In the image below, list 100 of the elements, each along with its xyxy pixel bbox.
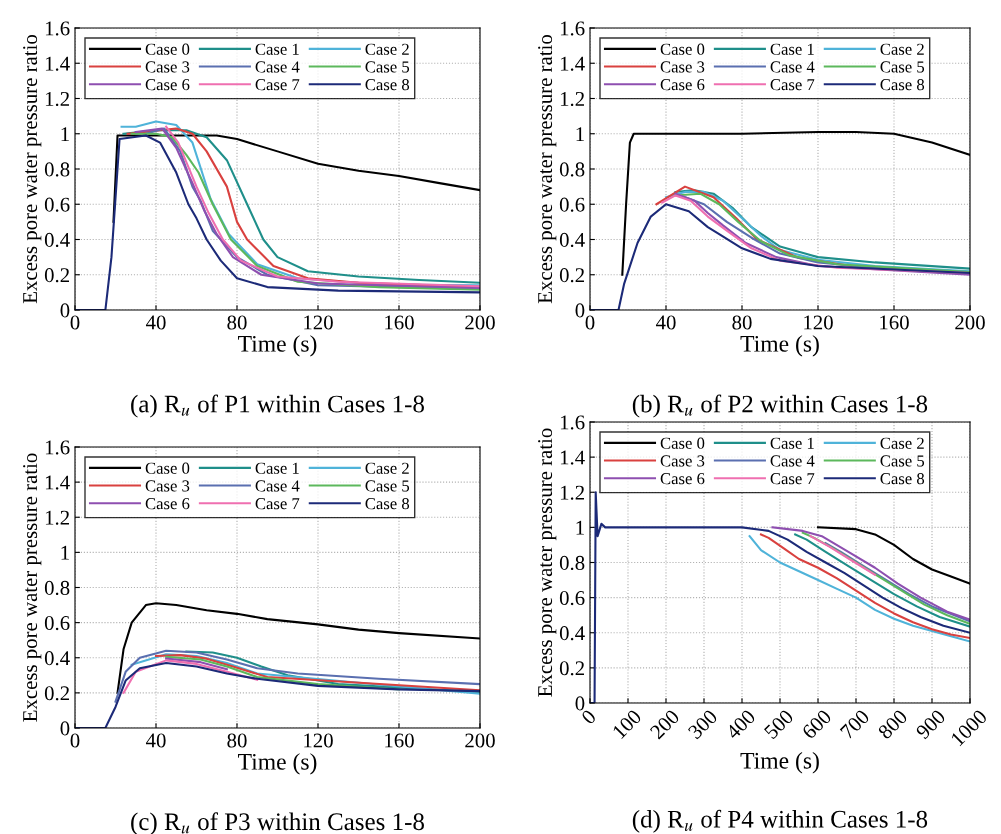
x-axis-title: Time (s) (740, 335, 819, 357)
legend-label: Case 2 (365, 43, 409, 55)
y-tick-label: 1.2 (560, 91, 584, 107)
legend-label: Case 6 (145, 498, 190, 510)
x-axis-title: Time (s) (238, 753, 317, 775)
y-tick-label: 0.6 (44, 616, 70, 631)
y-tick-label: 0.4 (559, 626, 585, 641)
legend-label: Case 5 (365, 61, 410, 73)
y-tick-label: 0.8 (44, 162, 70, 177)
x-tick-label: 120 (804, 315, 833, 330)
y-tick-label: 1.2 (560, 485, 584, 500)
legend-label: Case 4 (255, 61, 300, 73)
legend-label: Case 0 (145, 462, 190, 474)
x-tick-label: 200 (465, 315, 495, 330)
y-tick-label: 1.6 (45, 440, 70, 455)
y-tick-label: 0.4 (44, 232, 70, 248)
y-tick-label: 0.6 (559, 197, 585, 212)
legend-label: Case 5 (880, 61, 925, 73)
y-tick-label: 1.6 (560, 21, 585, 36)
legend-label: Case 1 (770, 437, 814, 449)
y-axis-title: Excess pore water pressure ratio (538, 428, 557, 697)
legend-label: Case 2 (880, 437, 924, 449)
y-tick-label: 0.2 (44, 686, 69, 701)
y-tick-label: 0.2 (559, 268, 584, 283)
legend-label: Case 8 (365, 79, 410, 91)
x-tick-label: 40 (145, 315, 166, 330)
y-tick-label: 0.2 (559, 661, 584, 676)
x-tick-label: 500 (763, 708, 795, 740)
legend-label: Case 3 (660, 455, 705, 467)
y-tick-label: 1 (576, 127, 584, 141)
legend-label: Case 2 (880, 43, 924, 55)
y-tick-label: 0 (575, 303, 585, 318)
legend-label: Case 4 (770, 455, 815, 467)
y-tick-label: 0.6 (44, 197, 70, 212)
legend-label: Case 1 (255, 462, 299, 474)
y-tick-label: 1 (576, 520, 584, 535)
legend-label: Case 3 (145, 480, 190, 492)
y-tick-label: 1.4 (560, 450, 585, 465)
x-tick-label: 120 (304, 315, 333, 330)
legend-label: Case 1 (770, 43, 814, 55)
y-axis-title: Excess pore water pressure ratio (23, 453, 42, 722)
x-tick-label: 160 (385, 733, 414, 748)
x-axis-title: Time (s) (740, 752, 819, 774)
line-series (154, 654, 480, 692)
y-tick-label: 0.8 (44, 580, 70, 596)
line-series (122, 659, 259, 694)
legend-label: Case 1 (255, 43, 299, 55)
y-axis-title: Excess pore water pressure ratio (538, 35, 557, 304)
legend-label: Case 5 (365, 480, 410, 492)
legend-label: Case 8 (880, 79, 925, 91)
legend-label: Case 6 (660, 79, 705, 91)
legend-label: Case 0 (660, 437, 705, 449)
legend-label: Case 5 (880, 455, 925, 467)
line-series (771, 526, 970, 621)
legend-label: Case 8 (365, 498, 410, 510)
x-tick-label: 100 (611, 708, 643, 740)
y-tick-label: 0.4 (44, 651, 70, 666)
y-tick-label: 1 (61, 127, 69, 141)
x-tick-label: 120 (304, 733, 333, 748)
x-tick-label: 80 (732, 315, 752, 330)
x-tick-label: 80 (227, 315, 247, 330)
y-tick-label: 1.6 (560, 415, 585, 430)
legend-label: Case 4 (255, 480, 300, 492)
legend-label: Case 0 (145, 43, 190, 55)
legend-label: Case 3 (660, 61, 705, 73)
x-tick-label: 700 (839, 708, 871, 740)
x-tick-label: 160 (880, 315, 909, 330)
text: (a) R$_{u}$ of P1 within Cases 1-8 (131, 394, 424, 418)
line-series (114, 649, 480, 703)
line-series (809, 535, 877, 576)
y-tick-label: 0.8 (559, 162, 585, 177)
y-tick-label: 1.4 (45, 475, 70, 490)
y-tick-label: 0.8 (559, 555, 585, 571)
text: (d) R$_{u}$ of P4 within Cases 1-8 (632, 809, 928, 833)
y-axis-title: Excess pore water pressure ratio (23, 35, 42, 304)
y-tick-label: 0.6 (559, 591, 585, 606)
legend-label: Case 0 (660, 43, 705, 55)
legend-label: Case 6 (660, 473, 705, 485)
legend-label: Case 4 (770, 61, 815, 73)
x-tick-label: 40 (145, 733, 166, 748)
x-tick-label: 80 (227, 733, 247, 748)
y-tick-label: 1.4 (45, 56, 70, 71)
legend-label: Case 7 (255, 498, 300, 510)
x-tick-label: 200 (955, 315, 985, 330)
x-tick-label: 400 (724, 708, 757, 741)
y-tick-label: 1.4 (560, 56, 585, 71)
y-tick-label: 0.2 (44, 268, 69, 283)
y-tick-label: 0 (575, 696, 585, 711)
x-tick-label: 160 (385, 315, 414, 330)
line-series (824, 542, 970, 623)
x-tick-label: 200 (465, 733, 495, 748)
y-tick-label: 1.6 (45, 21, 70, 36)
x-tick-label: 600 (801, 708, 833, 740)
x-axis-title: Time (s) (238, 335, 317, 357)
legend-label: Case 8 (880, 473, 925, 485)
legend-label: Case 7 (770, 473, 815, 485)
x-tick-label: 40 (655, 315, 676, 330)
y-tick-label: 1.2 (45, 510, 69, 525)
x-tick-label: 800 (877, 708, 909, 740)
legend-label: Case 6 (145, 79, 190, 91)
